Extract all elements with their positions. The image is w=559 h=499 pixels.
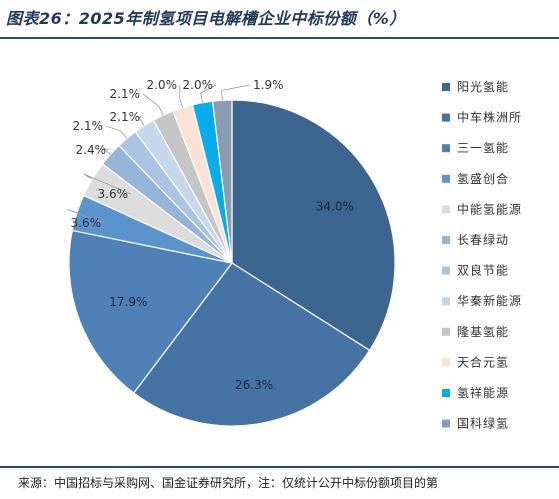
legend-label-8: 华秦新能源 (457, 293, 522, 308)
leader-line-4 (67, 209, 105, 224)
legend-label-10: 天合元氢 (457, 354, 509, 369)
legend-swatch-1 (442, 83, 450, 91)
slice-label-3: 17.9% (109, 295, 147, 309)
legend-label-12: 国科绿氢 (457, 416, 509, 431)
leader-line-11 (200, 84, 217, 103)
leader-line-9 (142, 93, 164, 116)
legend-label-2: 中车株洲所 (457, 110, 522, 125)
legend-swatch-7 (442, 266, 450, 275)
slice-label-1: 34.0% (316, 200, 354, 214)
slice-label-4: 3.6% (71, 216, 102, 230)
leader-line-7 (105, 125, 128, 139)
chart-title: 图表26：2025年制氢项目电解槽企业中标份额（%） (6, 9, 406, 28)
legend-label-3: 三一氢能 (457, 140, 509, 155)
slice-label-7: 2.1% (73, 119, 104, 133)
slice-label-12: 1.9% (253, 78, 284, 92)
slice-label-6: 2.4% (76, 143, 107, 157)
pie-slice-3 (68, 229, 234, 394)
legend-swatch-3 (442, 144, 450, 153)
slice-label-11: 2.0% (183, 78, 214, 92)
legend-swatch-5 (442, 205, 450, 214)
legend-label-6: 长春绿动 (457, 232, 509, 247)
legend-swatch-6 (442, 236, 450, 244)
legend-label-5: 中能氢能源 (457, 201, 522, 216)
legend-swatch-10 (442, 358, 450, 367)
legend-label-7: 双良节能 (457, 263, 509, 278)
pie-slice-2 (132, 262, 371, 427)
pie-slice-1 (231, 99, 396, 352)
slice-label-5: 3.6% (98, 187, 129, 201)
leader-line-5 (83, 173, 132, 195)
legend-swatch-11 (442, 389, 450, 397)
legend-label-9: 隆基氢能 (457, 324, 509, 339)
slice-label-8: 2.1% (110, 110, 141, 124)
leader-line-6 (102, 147, 111, 155)
title-divider (0, 37, 559, 39)
legend-swatch-8 (442, 297, 450, 306)
slice-label-2: 26.3% (235, 378, 273, 392)
legend-label-4: 氢盛创合 (457, 171, 509, 186)
legend-label-1: 阳光氢能 (457, 79, 509, 94)
slice-label-9: 2.1% (110, 87, 141, 101)
leader-line-12 (221, 84, 251, 101)
legend-swatch-9 (442, 327, 450, 336)
source-divider (0, 466, 559, 468)
leader-line-8 (138, 116, 145, 126)
legend-swatch-4 (442, 174, 450, 183)
slice-label-10: 2.0% (147, 78, 178, 92)
leader-line-10 (179, 84, 183, 108)
legend-swatch-12 (442, 419, 450, 428)
legend-swatch-2 (442, 113, 450, 122)
pie-chart: 34.0% 26.3% 17.9% 3.6% 3.6% 2.4% 2.1% 2.1% 2.1% 2… (67, 78, 522, 431)
legend-label-11: 氢祥能源 (457, 385, 509, 400)
source-note: 来源：中国招标与采购网、国金证券研究所，注：仅统计公开中标份额项目的第 (18, 476, 439, 490)
